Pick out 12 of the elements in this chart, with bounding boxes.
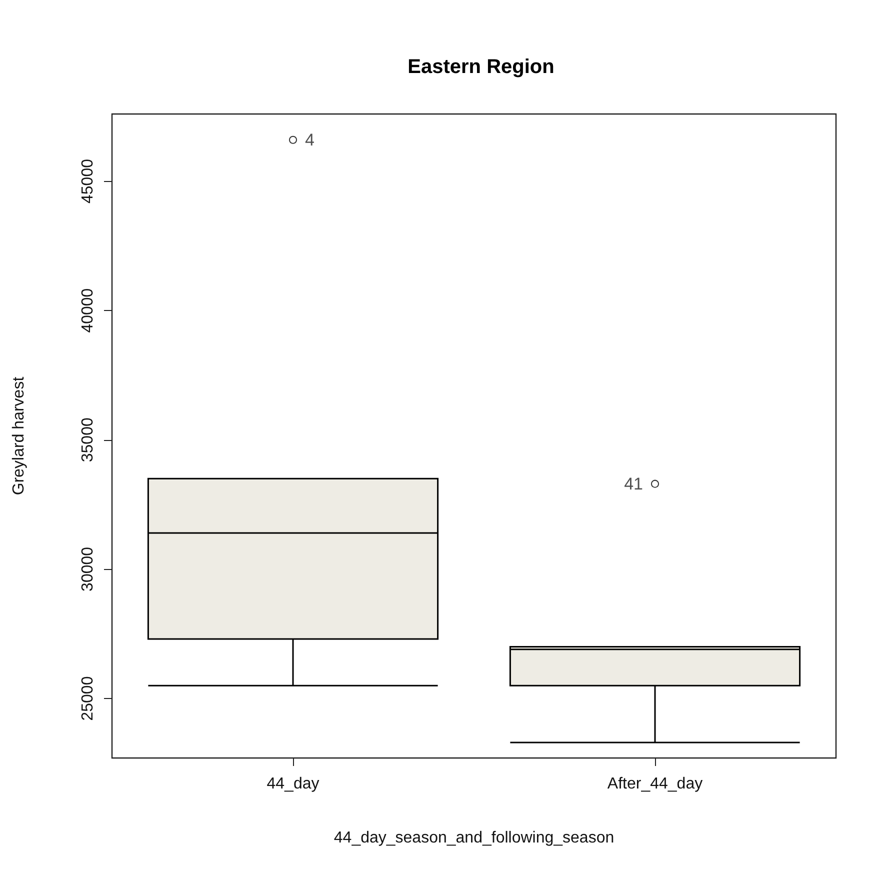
- y-tick-label: 40000: [80, 288, 96, 333]
- x-axis-title: 44_day_season_and_following_season: [334, 830, 614, 846]
- annotation: 4: [305, 130, 314, 150]
- y-tick-label: 35000: [80, 418, 96, 462]
- y-tick-label: 45000: [80, 158, 96, 204]
- y-tick-label: 25000: [80, 676, 96, 721]
- chart-title: Eastern Region: [408, 56, 554, 78]
- x-tick-label: 44_day: [266, 776, 320, 792]
- y-tick-label: 30000: [80, 546, 96, 592]
- x-tick-label: After_44_day: [607, 776, 703, 792]
- annotation: 41: [624, 474, 643, 494]
- y-axis-title: Greylard harvest: [10, 376, 28, 496]
